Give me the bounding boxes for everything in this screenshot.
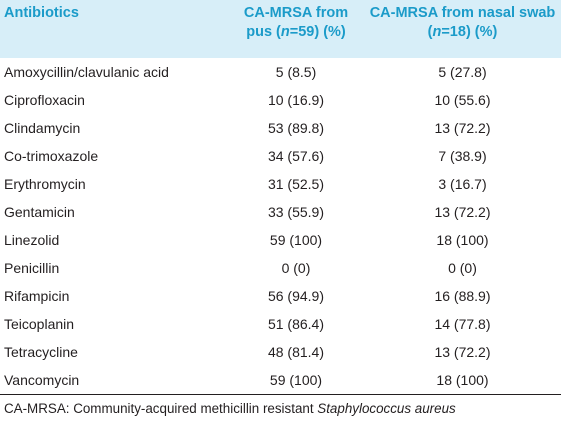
table-row: Tetracycline 48 (81.4) 13 (72.2) — [0, 338, 561, 366]
header-text: n — [280, 24, 290, 40]
count-cell: 13 (72.2) — [434, 204, 491, 220]
count-cell: 33 (55.9) — [267, 204, 325, 220]
header-text: CA-MRSA from pus ( — [243, 5, 349, 40]
count-cell: 16 (88.9) — [434, 288, 491, 304]
antibiotic-name: Gentamicin — [4, 204, 75, 220]
antibiotic-name: Clindamycin — [4, 120, 81, 136]
count-cell: 0 (0) — [448, 260, 477, 276]
count-cell: 10 (55.6) — [434, 92, 491, 108]
table-row: Penicillin 0 (0) 0 (0) — [0, 254, 561, 282]
header-cell: CA-MRSA from nasal swab (n=18) (%) — [364, 0, 561, 58]
antibiotic-name: Ciprofloxacin — [4, 92, 85, 108]
table-row: Co-trimoxazole 34 (57.6) 7 (38.9) — [0, 142, 561, 170]
count-cell: 14 (77.8) — [434, 316, 491, 332]
header-cell: Antibiotics — [0, 0, 228, 58]
count-cell: 5 (27.8) — [438, 64, 487, 80]
antibiotic-name: Tetracycline — [4, 344, 78, 360]
antibiotic-name: Penicillin — [4, 260, 60, 276]
footnote-text: Staphylococcus aureus — [317, 400, 456, 416]
footnote-text: CA-MRSA: Community-acquired methicillin … — [4, 400, 318, 416]
count-cell: 10 (16.9) — [267, 92, 325, 108]
count-cell: 48 (81.4) — [267, 344, 325, 360]
table-row: Vancomycin 59 (100) 18 (100) — [0, 366, 561, 394]
header-text: CA-MRSA from nasal swab ( — [369, 5, 556, 40]
count-cell: 59 (100) — [269, 232, 323, 248]
count-cell: 13 (72.2) — [434, 120, 491, 136]
count-cell: 34 (57.6) — [267, 148, 325, 164]
count-cell: 51 (86.4) — [267, 316, 325, 332]
count-cell: 7 (38.9) — [438, 148, 487, 164]
count-cell: 56 (94.9) — [267, 288, 325, 304]
antibiotic-name: Erythromycin — [4, 176, 86, 192]
count-cell: 31 (52.5) — [267, 176, 325, 192]
antibiotic-name: Teicoplanin — [4, 316, 75, 332]
count-cell: 5 (8.5) — [275, 64, 317, 80]
table-row: Linezolid 59 (100) 18 (100) — [0, 226, 561, 254]
header-cell: CA-MRSA from pus (n=59) (%) — [228, 0, 364, 58]
header-text: =59) (%) — [289, 24, 346, 40]
table-row: Erythromycin 31 (52.5) 3 (16.7) — [0, 170, 561, 198]
footnote: CA-MRSA: Community-acquired methicillin … — [0, 395, 561, 423]
header-text: Antibiotics — [4, 5, 79, 21]
antibiotic-name: Vancomycin — [4, 371, 80, 388]
antibiotic-name: Rifampicin — [4, 288, 70, 304]
count-cell: 3 (16.7) — [438, 176, 487, 192]
table-row: Amoxycillin/clavulanic acid 5 (8.5) 5 (27.… — [0, 58, 561, 86]
count-cell: 0 (0) — [281, 260, 311, 276]
antibiotic-name: Co-trimoxazole — [4, 148, 99, 164]
table-body: Amoxycillin/clavulanic acid 5 (8.5) 5 (27.… — [0, 58, 561, 394]
table-row: Ciprofloxacin 10 (16.9) 10 (55.6) — [0, 86, 561, 114]
table-row: Clindamycin 53 (89.8) 13 (72.2) — [0, 114, 561, 142]
count-cell: 18 (100) — [436, 371, 489, 388]
count-cell: 18 (100) — [436, 232, 489, 248]
data-table: Antibiotics CA-MRSA from pus (n=59) (%) CA… — [0, 0, 561, 394]
table-row: Rifampicin 56 (94.9) 16 (88.9) — [0, 282, 561, 310]
header-text: =18) (%) — [441, 24, 498, 40]
count-cell: 53 (89.8) — [267, 120, 325, 136]
antibiotic-name: Amoxycillin/clavulanic acid — [4, 64, 169, 80]
table-row: Gentamicin 33 (55.9) 13 (72.2) — [0, 198, 561, 226]
table-header: Antibiotics CA-MRSA from pus (n=59) (%) CA… — [0, 0, 561, 58]
count-cell: 59 (100) — [269, 371, 323, 388]
count-cell: 13 (72.2) — [434, 344, 491, 360]
antibiotic-name: Linezolid — [4, 232, 60, 248]
header-row: Antibiotics CA-MRSA from pus (n=59) (%) CA… — [0, 0, 561, 58]
header-text: n — [432, 24, 442, 40]
table-row: Teicoplanin 51 (86.4) 14 (77.8) — [0, 310, 561, 338]
